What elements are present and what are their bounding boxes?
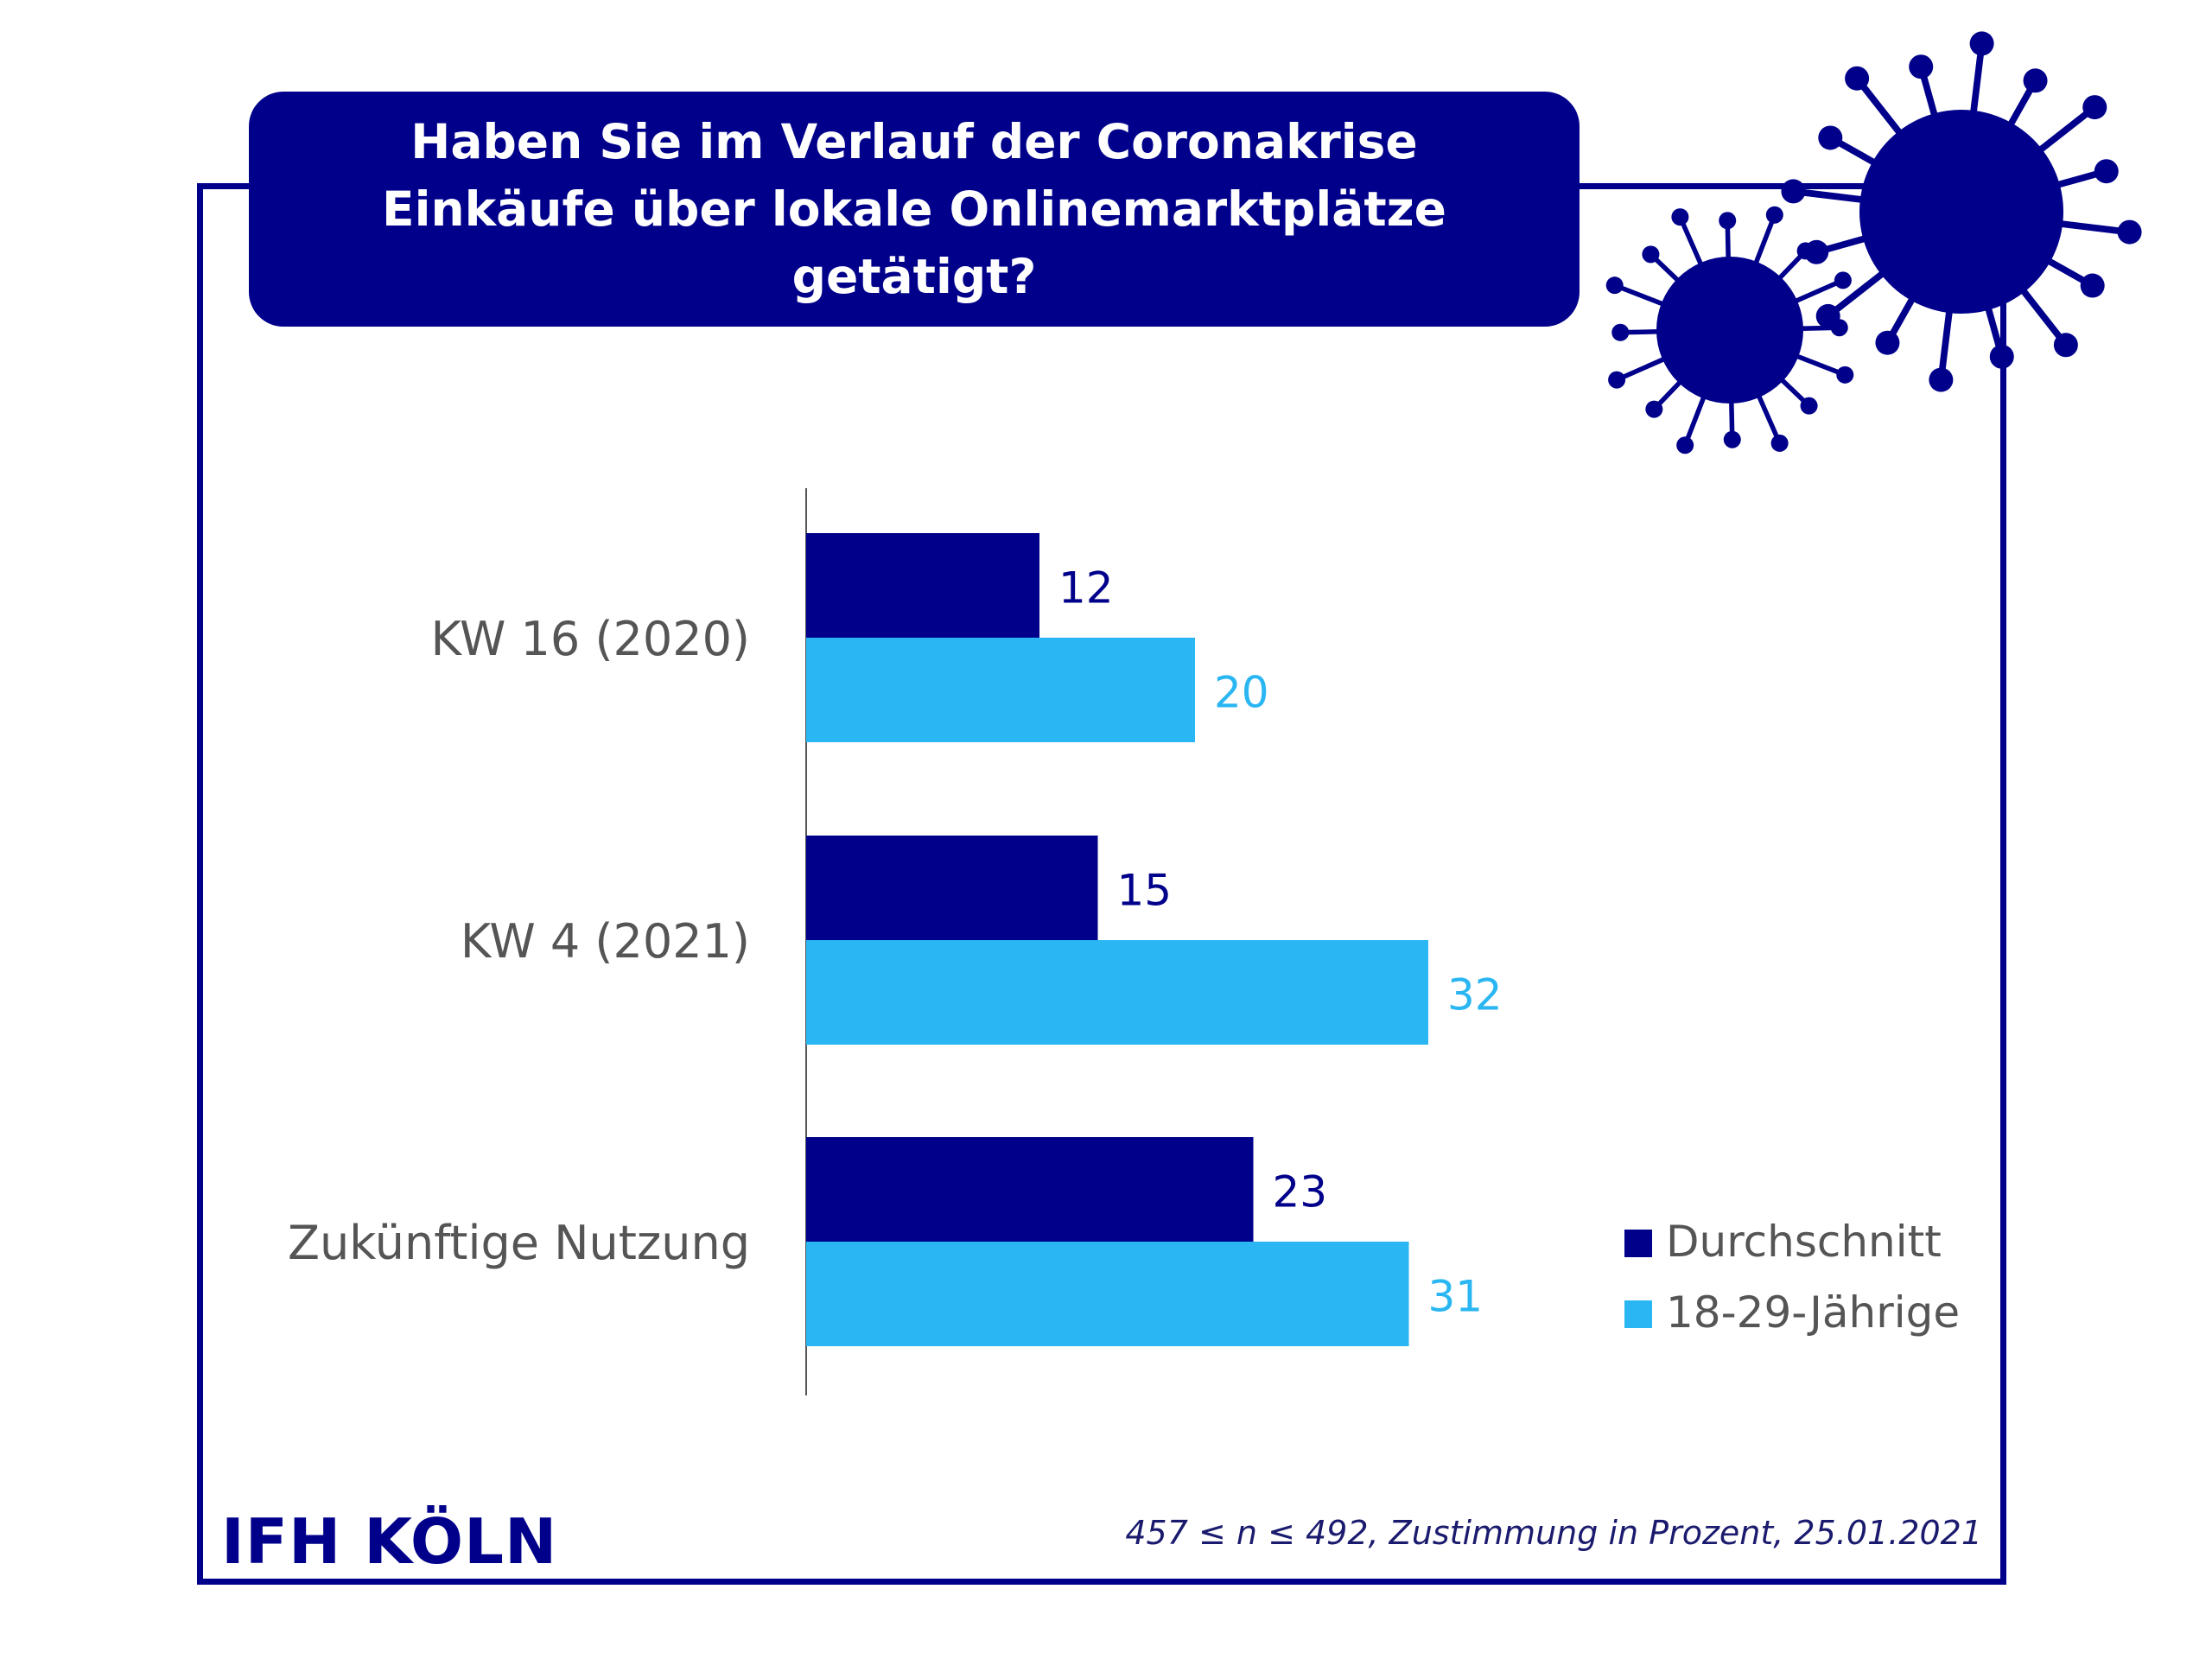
data-label: 23 <box>1273 1167 1328 1217</box>
bars-group: 12 20 15 32 23 31 <box>806 533 1503 1346</box>
bar-durchschnitt-2 <box>806 1137 1254 1242</box>
footnote: 457 ≤ n ≤ 492, Zustimmung in Prozent, 25… <box>1125 1514 1982 1552</box>
virus-small-icon <box>1605 206 1854 454</box>
bar-18-29-2 <box>806 1242 1409 1346</box>
chart-title: Haben Sie im Verlauf der Coronakrise Ein… <box>382 114 1446 304</box>
title-banner: Haben Sie im Verlauf der Coronakrise Ein… <box>249 92 1580 327</box>
data-label: 20 <box>1214 668 1269 718</box>
virus-large-icon <box>1781 31 2142 392</box>
data-label: 31 <box>1428 1272 1484 1322</box>
data-label: 15 <box>1117 866 1173 916</box>
bar-durchschnitt-1 <box>806 836 1098 940</box>
category-label: KW 16 (2020) <box>431 612 750 666</box>
category-labels: KW 16 (2020) KW 4 (2021) Zukünftige Nutzun… <box>288 612 750 1270</box>
legend-label: 18-29-Jährige <box>1666 1287 1960 1338</box>
data-label: 12 <box>1058 563 1114 613</box>
category-label: KW 4 (2021) <box>461 914 750 969</box>
bar-18-29-1 <box>806 940 1428 1045</box>
bar-18-29-0 <box>806 638 1195 742</box>
legend: Durchschnitt 18-29-Jährige <box>1624 1217 1960 1338</box>
legend-swatch <box>1624 1230 1652 1257</box>
legend-swatch <box>1624 1300 1652 1328</box>
ifh-logo: IFH KÖLN <box>221 1505 558 1578</box>
bar-durchschnitt-0 <box>806 533 1039 638</box>
data-label: 32 <box>1447 970 1503 1020</box>
legend-label: Durchschnitt <box>1666 1217 1942 1267</box>
category-label: Zukünftige Nutzung <box>288 1216 750 1270</box>
